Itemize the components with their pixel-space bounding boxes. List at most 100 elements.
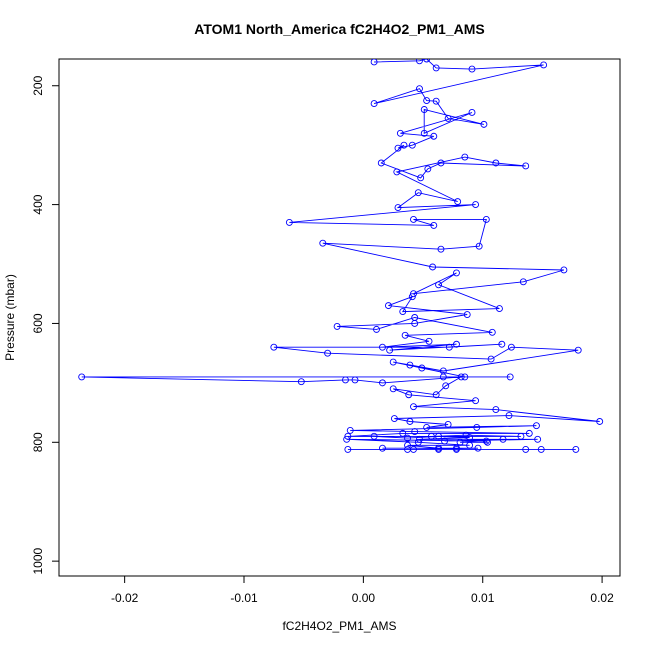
y-tick-label: 800 <box>31 432 45 452</box>
data-point <box>498 340 506 348</box>
x-tick-label: 0.01 <box>471 591 495 605</box>
data-point <box>492 406 500 414</box>
data-point <box>384 302 392 310</box>
data-point <box>344 432 352 440</box>
data-point <box>495 305 503 313</box>
data-point <box>346 426 354 434</box>
data-point <box>370 59 378 66</box>
data-point <box>444 114 452 122</box>
x-axis-label: fC2H4O2_PM1_AMS <box>282 619 396 633</box>
y-tick-label: 600 <box>31 313 45 333</box>
data-point <box>487 355 495 363</box>
x-tick-label: 0.00 <box>352 591 376 605</box>
data-point <box>416 59 423 65</box>
data-point <box>475 242 483 250</box>
data-point <box>393 168 401 176</box>
data-point <box>472 201 480 209</box>
data-point <box>423 423 431 431</box>
data-point <box>439 373 447 381</box>
data-point <box>319 239 327 247</box>
data-point <box>408 293 416 301</box>
data-point <box>411 314 419 321</box>
data-point <box>432 391 440 399</box>
data-point <box>78 373 86 381</box>
data-point <box>560 266 568 274</box>
data-point <box>574 346 582 354</box>
data-point <box>377 159 385 167</box>
data-point <box>453 269 460 277</box>
data-point <box>429 263 437 271</box>
data-point <box>432 64 440 72</box>
data-point <box>499 435 507 443</box>
data-point <box>394 204 402 212</box>
data-point <box>492 159 500 167</box>
x-tick-label: -0.02 <box>111 591 139 605</box>
data-point <box>411 428 419 436</box>
data-point <box>418 364 426 372</box>
data-point <box>343 435 351 443</box>
data-point <box>482 215 490 223</box>
data-point <box>534 435 542 443</box>
data-point <box>416 85 423 93</box>
data-point <box>390 415 398 422</box>
plot-frame <box>58 58 621 577</box>
data-point <box>270 343 278 351</box>
data-point <box>468 65 476 73</box>
data-point <box>404 445 411 453</box>
x-tick-label: -0.01 <box>230 591 258 605</box>
data-point <box>406 418 414 425</box>
data-point <box>444 421 452 428</box>
data-point <box>488 328 496 336</box>
data-point <box>474 444 482 452</box>
data-point <box>424 165 432 173</box>
data-point <box>484 438 491 446</box>
x-axis: -0.02 -0.01 0.00 0.01 0.02 <box>111 575 614 605</box>
data-point <box>466 434 474 441</box>
data-point <box>525 429 533 437</box>
data-point <box>430 221 438 229</box>
data-point <box>522 445 530 453</box>
data-point <box>285 218 293 226</box>
data-point <box>463 311 471 318</box>
data-point <box>405 391 413 399</box>
data-point <box>379 379 386 387</box>
x-tick-label: 0.02 <box>590 591 614 605</box>
y-tick-label: 400 <box>31 194 45 214</box>
data-point <box>370 432 378 440</box>
data-point <box>373 325 380 333</box>
data-point <box>389 358 397 366</box>
data-point <box>408 141 416 149</box>
chart-title: ATOM1 North_America fC2H4O2_PM1_AMS <box>194 21 484 37</box>
data-point <box>394 144 402 152</box>
series-line <box>81 59 600 450</box>
data-point <box>351 376 359 384</box>
data-point <box>519 278 527 286</box>
y-axis: 200 400 600 800 1000 <box>31 75 60 574</box>
data-point <box>342 376 349 384</box>
data-point <box>417 174 425 182</box>
data-point <box>410 403 417 411</box>
data-point <box>441 437 448 445</box>
data-point <box>435 281 443 289</box>
data-point <box>400 141 408 149</box>
data-point <box>379 444 386 452</box>
data-point <box>468 109 476 116</box>
data-point <box>420 106 428 113</box>
data-point <box>416 435 423 443</box>
data-point <box>432 97 440 105</box>
data-point <box>379 343 386 351</box>
data-point <box>461 373 469 381</box>
data-point <box>404 434 411 442</box>
data-point <box>517 432 525 440</box>
data-point <box>401 331 409 339</box>
data-point <box>389 385 397 393</box>
data-point <box>462 431 470 439</box>
data-point <box>414 438 422 446</box>
data-point <box>324 349 332 357</box>
data-point <box>425 337 433 345</box>
data-point <box>423 59 431 63</box>
data-point <box>480 120 488 128</box>
data-point <box>399 308 407 316</box>
data-point <box>297 378 305 386</box>
data-point <box>457 373 465 381</box>
